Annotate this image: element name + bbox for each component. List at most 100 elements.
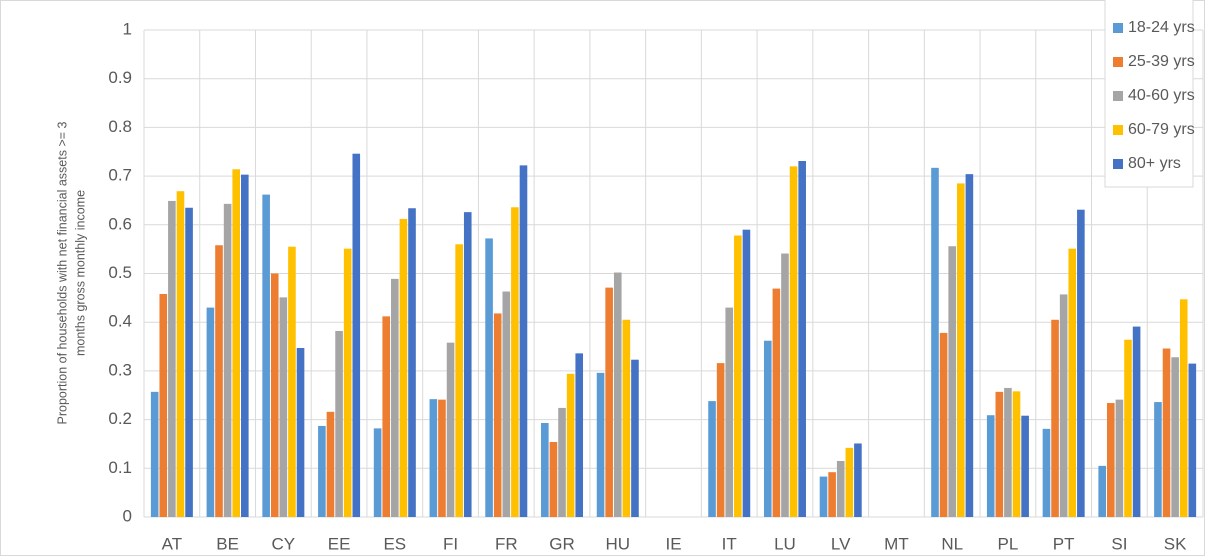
bar [296,348,305,517]
x-tick-label: GR [549,534,575,553]
y-label-line: months gross monthly income [73,190,87,356]
legend: 18-24 yrs 25-39 yrs 40-60 yrs 60-79 yrs 80+ … [1104,0,1195,188]
bar [399,218,408,517]
legend-label: 18-24 yrs [1128,19,1195,36]
bar [215,245,223,517]
bar [566,373,575,517]
bar [262,194,270,517]
x-tick-label: CY [272,534,296,553]
bar [1132,326,1141,517]
x-tick-label: HU [605,534,630,553]
bar [763,340,772,517]
bar [335,330,343,517]
y-tick-label: 0.4 [108,312,132,331]
bar [270,273,279,517]
bar [549,442,558,517]
bar [789,166,798,518]
x-tick-label: FR [495,534,518,553]
bar [631,359,639,517]
x-tick-label: NL [941,534,963,553]
bar [519,165,528,518]
bar [995,391,1004,517]
bar [854,443,862,517]
legend-label: 80+ yrs [1128,155,1181,172]
bar [1124,339,1132,517]
bar [772,288,781,517]
y-tick-label: 0.7 [108,166,132,185]
bar [819,476,828,517]
bar [1106,403,1115,517]
bar [185,207,193,517]
x-tick-label: BE [216,534,239,553]
bar [485,238,493,517]
bar [1021,415,1029,517]
legend-swatch [1113,57,1123,67]
x-tick-label: AT [162,534,182,553]
bar [1171,357,1179,517]
bar [373,428,382,517]
x-tick-label: IT [722,534,737,553]
bar [1068,248,1077,517]
legend-swatch [1113,23,1123,33]
bar [798,161,806,518]
x-tick-label: EE [328,534,351,553]
bar [429,399,438,517]
bar [176,191,185,517]
bar [1004,387,1012,517]
bar [596,372,605,517]
bar [1012,391,1021,517]
bar [1059,294,1068,517]
bar [168,200,176,517]
bar [352,153,361,517]
bar [939,332,948,517]
bar [1154,402,1162,517]
x-tick-label: ES [383,534,406,553]
x-tick-label: PT [1053,534,1075,553]
bar [1162,348,1171,517]
y-tick-label: 0.3 [108,360,132,379]
y-tick-label: 0.1 [108,458,132,477]
bar [734,235,742,517]
bar [455,244,463,517]
bar [558,407,566,517]
x-tick-label: SI [1111,534,1127,553]
bar [1077,209,1085,517]
bar [986,415,995,517]
bar [288,246,296,517]
bar [836,460,845,517]
bar [965,174,974,518]
legend-swatch [1113,125,1123,135]
y-label-line: Proportion of households with net financ… [55,121,69,424]
x-tick-label: FI [443,534,458,553]
bar [463,212,472,517]
legend-swatch [1113,159,1123,169]
x-tick-label: PL [998,534,1019,553]
bar [382,316,391,517]
x-tick-label: LU [774,534,796,553]
bar [391,278,399,517]
bar [541,423,549,517]
bar [206,307,215,517]
bar [622,319,631,517]
bar [279,297,288,517]
bar [343,248,352,517]
bar [232,169,241,518]
y-tick-label: 0 [123,506,132,525]
bar [1098,465,1106,517]
legend-label: 60-79 yrs [1128,121,1195,138]
bar [1051,319,1059,517]
bar [1115,399,1124,517]
bar [446,342,455,517]
y-axis-label: Proportion of households with net financ… [55,121,87,424]
bar [1188,363,1197,517]
legend-label: 40-60 yrs [1128,87,1195,104]
bar [845,447,854,517]
bar [326,411,335,517]
bar [575,353,584,517]
x-tick-label: MT [884,534,909,553]
bar [725,307,734,517]
bar [493,313,502,517]
y-tick-label: 0.6 [108,214,132,233]
y-tick-label: 0.2 [108,409,132,428]
